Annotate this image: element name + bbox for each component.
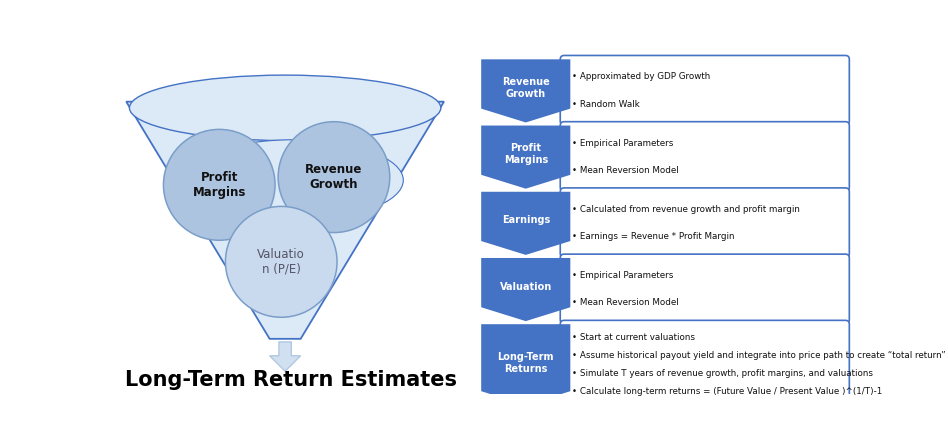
Text: • Simulate T years of revenue growth, profit margins, and valuations: • Simulate T years of revenue growth, pr…: [572, 369, 873, 378]
Text: • Empirical Parameters: • Empirical Parameters: [572, 139, 673, 148]
FancyBboxPatch shape: [560, 188, 849, 257]
Text: Revenue
Growth: Revenue Growth: [501, 77, 550, 99]
Ellipse shape: [182, 140, 403, 221]
Text: • Earnings = Revenue * Profit Margin: • Earnings = Revenue * Profit Margin: [572, 232, 735, 241]
Text: • Random Walk: • Random Walk: [572, 100, 640, 109]
Text: • Start at current valuations: • Start at current valuations: [572, 333, 695, 342]
FancyBboxPatch shape: [560, 122, 849, 191]
FancyBboxPatch shape: [560, 320, 849, 408]
FancyBboxPatch shape: [560, 254, 849, 323]
Text: Valuation: Valuation: [500, 282, 552, 291]
Text: • Calculated from revenue growth and profit margin: • Calculated from revenue growth and pro…: [572, 205, 800, 214]
Text: Earnings: Earnings: [501, 215, 550, 225]
Text: • Assume historical payout yield and integrate into price path to create “total : • Assume historical payout yield and int…: [572, 351, 945, 360]
Polygon shape: [482, 125, 571, 189]
Polygon shape: [126, 102, 444, 339]
Text: Profit
Margins: Profit Margins: [503, 144, 548, 165]
Text: Long-Term
Returns: Long-Term Returns: [498, 352, 554, 374]
Text: Revenue
Growth: Revenue Growth: [305, 163, 363, 191]
Text: Long-Term Return Estimates: Long-Term Return Estimates: [125, 370, 457, 390]
Polygon shape: [482, 258, 571, 321]
Polygon shape: [482, 59, 571, 122]
Text: • Mean Reversion Model: • Mean Reversion Model: [572, 166, 679, 175]
Text: Profit
Margins: Profit Margins: [192, 171, 246, 199]
Text: • Calculate long-term returns = (Future Value / Present Value )^(1/T)-1: • Calculate long-term returns = (Future …: [572, 387, 883, 396]
Text: • Approximated by GDP Growth: • Approximated by GDP Growth: [572, 72, 710, 82]
Text: Valuatio
n (P/E): Valuatio n (P/E): [257, 248, 305, 276]
Ellipse shape: [130, 75, 441, 140]
FancyBboxPatch shape: [560, 55, 849, 125]
Circle shape: [226, 206, 337, 317]
Circle shape: [278, 122, 390, 233]
Text: • Empirical Parameters: • Empirical Parameters: [572, 271, 673, 280]
Polygon shape: [482, 324, 571, 405]
Text: • Mean Reversion Model: • Mean Reversion Model: [572, 299, 679, 307]
Polygon shape: [269, 342, 301, 371]
Circle shape: [163, 129, 275, 240]
Polygon shape: [482, 192, 571, 255]
